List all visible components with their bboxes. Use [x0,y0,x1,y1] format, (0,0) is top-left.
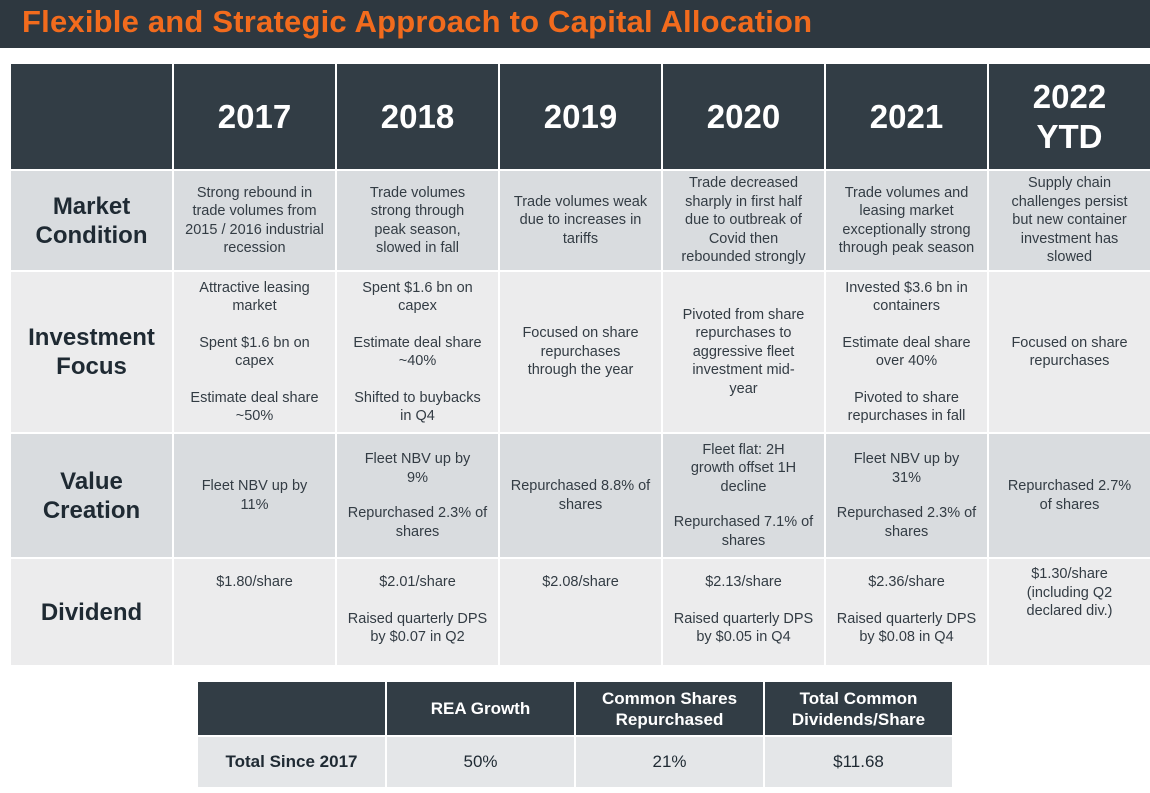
investment-focus-2017: Attractive leasing market Spent $1.6 bn … [174,272,335,432]
cell-text: Fleet flat: 2H growth offset 1H decline [690,441,797,495]
value-creation-2018: Fleet NBV up by 9% Repurchased 2.3% of s… [337,434,498,557]
row-label-market-condition-text: Market Condition [35,192,148,249]
year-header-2021: 2021 [826,64,987,169]
dividend-2017: $1.80/share [174,559,335,665]
value-creation-2017: Fleet NBV up by 11% [174,434,335,557]
summary-header-dividends: Total Common Dividends/Share [765,682,952,735]
cell-text: Pivoted from share repurchases to aggres… [682,306,805,397]
investment-focus-2020: Pivoted from share repurchases to aggres… [663,272,824,432]
cell-text: Attractive leasing market [199,279,310,315]
market-condition-2017: Strong rebound in trade volumes from 201… [174,171,335,270]
cell-text: Fleet NBV up by 9% [364,451,471,486]
cell-text: Estimate deal share ~50% [190,389,319,425]
summary-header-dividends-text: Total Common Dividends/Share [791,688,926,729]
cell-text: Repurchased 7.1% of shares [673,514,814,549]
investment-focus-2019: Focused on share repurchases through the… [500,272,661,432]
cell-text: Focused on share repurchases through the… [522,325,639,379]
row-label-value-creation: Value Creation [11,434,172,557]
summary-value-rea-growth: 50% [387,737,574,787]
cell-text: Trade volumes strong through peak season… [369,184,466,257]
cell-text: Supply chain challenges persist but new … [1011,175,1128,266]
cell-text: Spent $1.6 bn on capex [199,334,310,370]
row-label-market-condition: Market Condition [11,171,172,270]
cell-text: Pivoted to share repurchases in fall [847,389,966,425]
summary-header-corner [198,682,385,735]
cell-text: Estimate deal share over 40% [842,334,971,370]
market-condition-2019: Trade volumes weak due to increases in t… [500,171,661,270]
cell-text: Estimate deal share ~40% [353,334,482,370]
summary-header-rea-growth: REA Growth [387,682,574,735]
cell-text: Raised quarterly DPS by $0.07 in Q2 [347,610,488,646]
row-label-investment-focus: Investment Focus [11,272,172,432]
cell-text: $2.01/share [379,574,456,590]
investment-focus-2022-ytd: Focused on share repurchases [989,272,1150,432]
cell-text: Fleet NBV up by 11% [201,478,308,513]
market-condition-2020: Trade decreased sharply in first half du… [663,171,824,270]
header-corner [11,64,172,169]
cell-text: Repurchased 2.3% of shares [347,505,488,540]
investment-focus-2018: Spent $1.6 bn on capex Estimate deal sha… [337,272,498,432]
dividend-2019: $2.08/share [500,559,661,665]
market-condition-2021: Trade volumes and leasing market excepti… [826,171,987,270]
value-creation-2022-ytd: Repurchased 2.7% of shares [989,434,1150,557]
capital-allocation-table: 2017 2018 2019 2020 2021 2022 YTD Market… [11,64,1150,665]
cell-text: Trade volumes weak due to increases in t… [513,193,648,247]
row-label-dividend: Dividend [11,559,172,665]
row-label-dividend-text: Dividend [40,598,143,626]
market-condition-2022-ytd: Supply chain challenges persist but new … [989,171,1150,270]
summary-row-label: Total Since 2017 [198,737,385,787]
row-label-investment-focus-text: Investment Focus [28,324,155,380]
cell-text: Fleet NBV up by 31% [853,451,960,486]
year-header-2019: 2019 [500,64,661,169]
cell-text: Trade decreased sharply in first half du… [681,175,806,266]
dividend-2022-ytd: $1.30/share (including Q2 declared div.) [989,559,1150,665]
year-header-2022-ytd: 2022 YTD [989,64,1150,169]
cell-text: $1.30/share (including Q2 declared div.) [1026,566,1113,619]
title-bar: Flexible and Strategic Approach to Capit… [0,0,1150,48]
cell-text: $1.80/share [216,574,293,590]
cell-text: Invested $3.6 bn in containers [845,279,968,315]
dividend-2021: $2.36/share Raised quarterly DPS by $0.0… [826,559,987,665]
summary-value-shares-repurchased: 21% [576,737,763,787]
dividend-2018: $2.01/share Raised quarterly DPS by $0.0… [337,559,498,665]
cell-text: Repurchased 2.7% of shares [1007,478,1132,513]
cell-text: Raised quarterly DPS by $0.05 in Q4 [673,610,814,646]
cell-text: Strong rebound in trade volumes from 201… [185,184,324,257]
cell-text: Repurchased 2.3% of shares [836,505,977,540]
investment-focus-2021: Invested $3.6 bn in containers Estimate … [826,272,987,432]
row-label-value-creation-text: Value Creation [42,467,141,524]
cell-text: Repurchased 8.8% of shares [510,478,651,513]
cell-text: Spent $1.6 bn on capex [362,279,473,315]
cell-text: Shifted to buybacks in Q4 [354,389,481,425]
year-header-2020: 2020 [663,64,824,169]
cell-text: Raised quarterly DPS by $0.08 in Q4 [836,610,977,646]
dividend-2020: $2.13/share Raised quarterly DPS by $0.0… [663,559,824,665]
summary-header-shares-repurchased: Common Shares Repurchased [576,682,763,735]
summary-table: REA Growth Common Shares Repurchased Tot… [198,682,952,787]
market-condition-2018: Trade volumes strong through peak season… [337,171,498,270]
cell-text: $2.36/share [868,574,945,590]
year-header-2022-ytd-label: 2022 YTD [1032,77,1107,155]
cell-text: Focused on share repurchases [1011,334,1128,370]
summary-value-dividends: $11.68 [765,737,952,787]
value-creation-2019: Repurchased 8.8% of shares [500,434,661,557]
value-creation-2021: Fleet NBV up by 31% Repurchased 2.3% of … [826,434,987,557]
cell-text: $2.08/share [542,574,619,590]
value-creation-2020: Fleet flat: 2H growth offset 1H decline … [663,434,824,557]
page-title: Flexible and Strategic Approach to Capit… [22,4,813,39]
year-header-2017: 2017 [174,64,335,169]
cell-text: Trade volumes and leasing market excepti… [838,184,975,257]
year-header-2018: 2018 [337,64,498,169]
cell-text: $2.13/share [705,574,782,590]
summary-header-shares-repurchased-text: Common Shares Repurchased [601,688,738,729]
